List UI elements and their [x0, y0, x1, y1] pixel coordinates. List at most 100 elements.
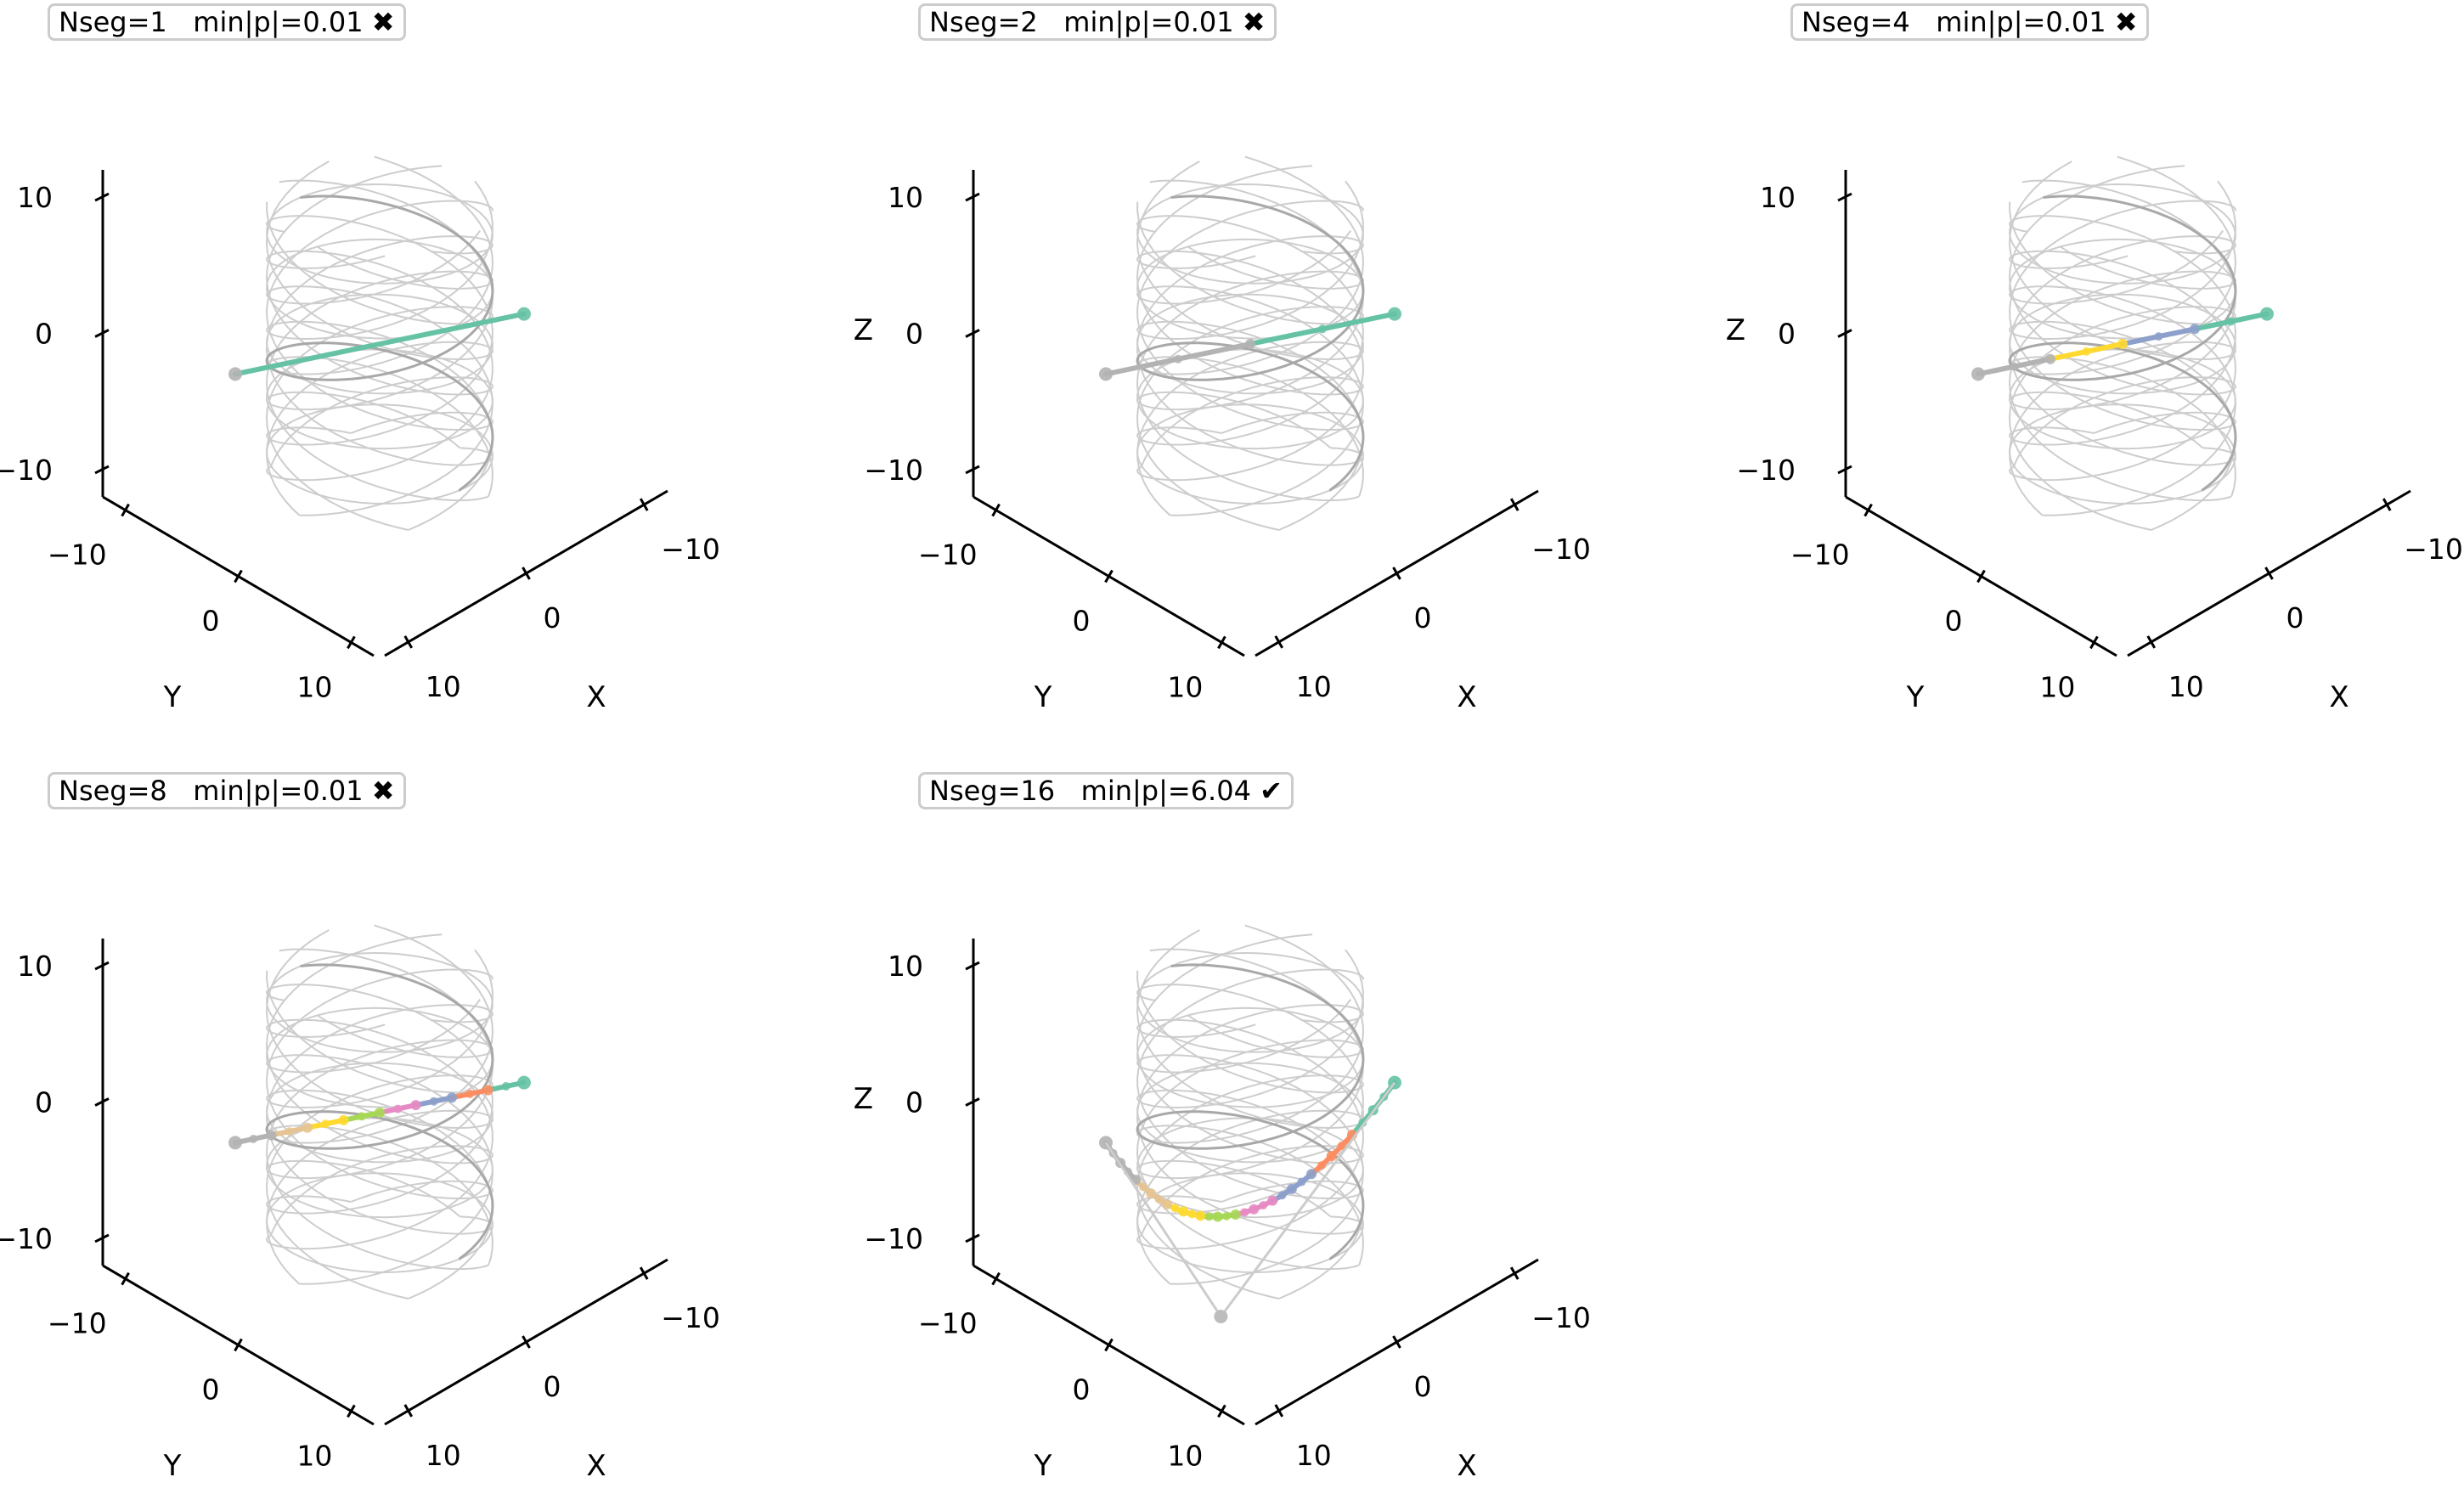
x-axis-title: X [1457, 680, 1476, 714]
node-point [1249, 1204, 1260, 1215]
z-tick-label: −10 [0, 454, 53, 487]
control-point [1214, 1310, 1228, 1323]
y-axis-title: Y [163, 1449, 182, 1483]
segment-point [501, 1082, 510, 1091]
z-tick [94, 961, 110, 971]
segment-point [357, 1112, 366, 1121]
z-tick-label: −10 [1736, 454, 1796, 487]
panel-title: Nseg=2 min|p|=0.01 ✖ [918, 3, 1277, 41]
wire-strand [1136, 201, 1364, 531]
wire-strand [1136, 968, 1365, 1203]
panel-title: Nseg=4 min|p|=0.01 ✖ [1790, 3, 2149, 41]
panel-title: Nseg=16 min|p|=6.04 ✔ [918, 772, 1294, 809]
wire-strand [1136, 933, 1365, 1237]
trajectory [1099, 307, 1401, 381]
z-tick [94, 465, 110, 475]
y-tick [234, 569, 243, 584]
main-helix [265, 195, 494, 492]
x-axis-title: X [1457, 1449, 1476, 1483]
control-guide-line [1104, 1142, 1222, 1317]
y-tick-label: 10 [1167, 670, 1203, 703]
wire-strand [1136, 200, 1365, 434]
z-tick [94, 1233, 110, 1243]
segment-point [1187, 1209, 1197, 1219]
y-tick [1864, 503, 1873, 517]
segment-point [465, 1089, 475, 1098]
node-point [228, 367, 242, 381]
axes: −10 0 10 −10 0 10 −10 0 10 Y X Z [854, 939, 1591, 1483]
z-tick [965, 961, 980, 971]
wire-strand [265, 161, 493, 516]
wire-strand [265, 1014, 494, 1271]
node-point [1306, 1169, 1317, 1180]
segment-point [321, 1119, 330, 1129]
y-tick-label: 10 [1167, 1439, 1203, 1472]
x-axis-title: X [586, 1449, 606, 1483]
trajectory [1099, 1075, 1401, 1323]
wire-strand [265, 229, 494, 516]
wire-strand [1136, 180, 1365, 531]
z-tick-label: 0 [35, 318, 53, 351]
node-point [1267, 1195, 1278, 1206]
x-tick-label: −10 [1531, 1301, 1591, 1334]
node-point [410, 1100, 421, 1111]
wire-strand [1136, 948, 1365, 1218]
z-tick [965, 465, 980, 475]
segment-point [1318, 324, 1327, 334]
x-tick [403, 1404, 414, 1418]
x-tick-label: −10 [2404, 533, 2463, 566]
segment-point [285, 1127, 294, 1136]
x-tick [2146, 635, 2157, 649]
segment-point [1277, 1191, 1287, 1200]
x-tick-label: −10 [1531, 533, 1591, 566]
x-tick [1392, 567, 1401, 580]
x-tick [639, 1266, 649, 1280]
z-tick [1837, 329, 1852, 338]
y-tick [1104, 569, 1114, 584]
z-tick-label: −10 [864, 1222, 923, 1255]
x-tick [403, 635, 414, 649]
y-tick-label: 10 [2039, 670, 2075, 703]
y-tick-label: 0 [202, 605, 220, 638]
node-point [1388, 307, 1401, 321]
wire-strand [265, 929, 493, 1285]
segment-point [1154, 1194, 1164, 1204]
node-point [2045, 353, 2055, 364]
wire-strand [2008, 161, 2236, 516]
wire-strand [1136, 161, 1364, 516]
segment-point [2154, 332, 2163, 341]
x-tick [1509, 498, 1520, 511]
node-point [228, 1136, 242, 1150]
y-tick [1976, 569, 1986, 584]
y-tick [991, 1271, 1001, 1286]
x-tick [2264, 567, 2274, 580]
segment-point [1240, 1208, 1249, 1217]
wire-strand [1136, 924, 1365, 1266]
x-axis-title: X [586, 680, 606, 714]
x-tick-label: 10 [426, 670, 461, 703]
node-point [1286, 1183, 1297, 1194]
node-point [2190, 324, 2200, 335]
z-axis-title: Z [854, 313, 873, 347]
y-tick [1104, 1338, 1114, 1352]
x-tick [522, 567, 531, 580]
x-tick-label: 0 [544, 601, 561, 634]
wire-ring [2009, 403, 2236, 505]
y-tick-label: −10 [48, 1307, 107, 1340]
node-point [338, 1114, 349, 1125]
x-tick-label: 0 [2286, 601, 2304, 634]
y-tick-label: 10 [296, 1439, 332, 1472]
segment-point [1139, 1182, 1148, 1192]
segment-point [249, 1134, 258, 1143]
z-tick [94, 192, 110, 202]
segment-point [393, 1104, 403, 1114]
node-point [2117, 339, 2128, 349]
segment-point [429, 1097, 438, 1106]
trajectory [1971, 307, 2274, 381]
z-tick-label: 10 [17, 181, 53, 214]
z-tick-label: 0 [1778, 318, 1796, 351]
z-tick-label: 10 [888, 181, 923, 214]
y-tick-label: 0 [202, 1373, 220, 1407]
z-tick [965, 192, 980, 202]
